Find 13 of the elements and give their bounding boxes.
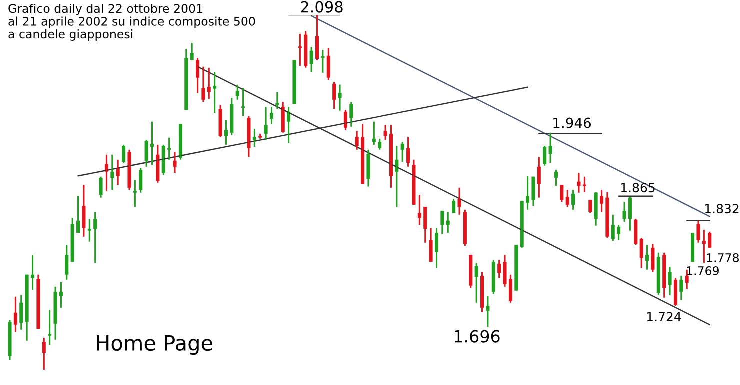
annotation: 1.769 [687, 266, 719, 276]
candlestick [691, 232, 695, 263]
annotation: 1.946 [554, 118, 592, 128]
text: 2.098 [301, 1, 343, 13]
annotation: 1.832 [705, 204, 739, 214]
annotation: 1.778 [707, 253, 739, 262]
annotation: 1.865 [621, 183, 655, 193]
chart-title: Grafico daily dal 22 ottobre 2001 al 21 aprile 2002 su indice composite 500 a candele giapponesi [8, 4, 256, 41]
candlestick [292, 59, 296, 105]
annotation: Home Page [97, 336, 212, 356]
candlestick [514, 244, 518, 292]
annotation: 1.724 [647, 312, 682, 322]
annotation: 1.696 [454, 330, 500, 343]
